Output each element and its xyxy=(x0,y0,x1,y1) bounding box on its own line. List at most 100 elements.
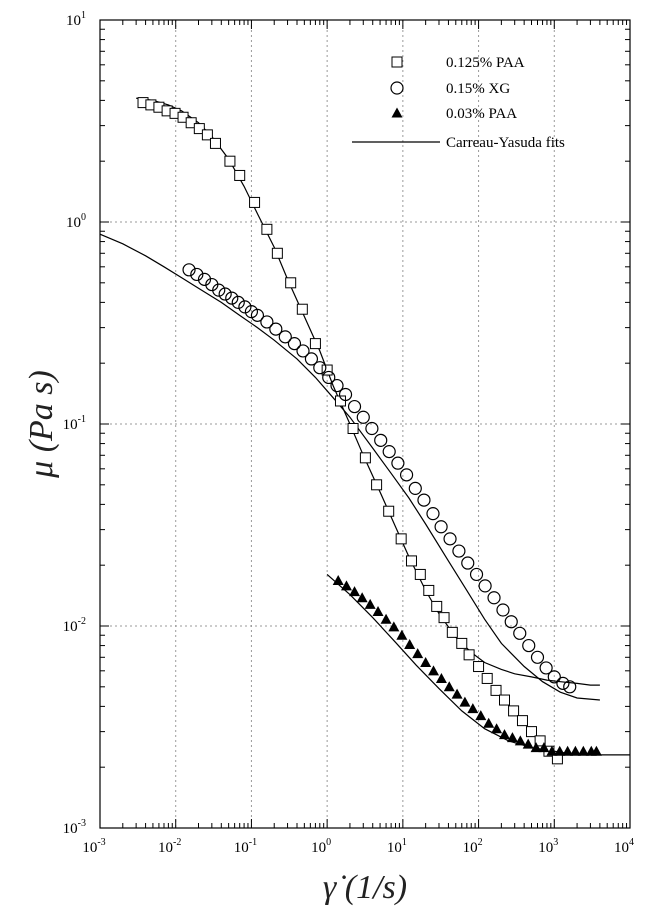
data-point-square xyxy=(481,672,493,684)
x-tick-label: 10-1 xyxy=(234,837,257,856)
y-tick-label: 101 xyxy=(66,10,86,29)
data-point-triangle xyxy=(546,745,558,756)
data-point-triangle xyxy=(590,745,602,756)
data-point-square xyxy=(431,600,443,612)
data-point-square xyxy=(534,735,546,747)
data-point-triangle xyxy=(443,681,455,692)
data-point-square xyxy=(234,169,246,181)
x-tick-label: 103 xyxy=(538,837,558,856)
data-point-triangle xyxy=(483,717,495,728)
y-tick-labels: 10-3 10-2 10-1 100 101 xyxy=(63,10,86,837)
x-tick-label: 104 xyxy=(614,837,634,856)
data-point-triangle xyxy=(530,742,542,753)
legend-label: Carreau-Yasuda fits xyxy=(446,135,565,151)
fit-curves xyxy=(99,97,630,756)
y-tick-label: 10-3 xyxy=(63,818,86,837)
data-point-square xyxy=(193,123,205,135)
data-point-circle xyxy=(452,544,466,558)
data-point-circle xyxy=(563,680,577,694)
y-tick-label: 10-1 xyxy=(63,414,86,433)
data-point-circle xyxy=(250,308,265,322)
data-point-circle xyxy=(338,387,353,402)
data-point-circle xyxy=(504,615,518,629)
data-point-circle xyxy=(287,337,302,351)
data-point-circle xyxy=(496,603,510,617)
data-point-triangle xyxy=(435,672,447,683)
data-point-square xyxy=(525,726,537,738)
data-point-square xyxy=(296,303,308,315)
data-point-circle xyxy=(469,567,484,582)
data-point-triangle xyxy=(380,613,392,624)
legend: 0.125% PAA 0.15% XG 0.03% PAA Carreau-Yasud… xyxy=(352,55,565,151)
data-point-circle xyxy=(522,638,536,653)
y-tick-label: 100 xyxy=(66,212,86,231)
data-point-triangle xyxy=(506,732,518,743)
legend-label: 0.15% XG xyxy=(446,81,510,97)
data-point-circle xyxy=(182,263,196,277)
data-point-triangle xyxy=(475,710,487,721)
data-point-square xyxy=(498,694,510,706)
data-point-square xyxy=(490,684,502,696)
fit-curve xyxy=(136,97,600,686)
data-point-triangle xyxy=(467,703,479,714)
data-point-triangle xyxy=(396,629,408,640)
data-point-triangle xyxy=(522,738,534,749)
data-point-square xyxy=(423,584,435,596)
data-point-square xyxy=(383,505,395,517)
data-point-triangle xyxy=(554,745,566,756)
legend-label: 0.125% PAA xyxy=(446,55,525,71)
data-point-circle xyxy=(330,378,344,393)
data-point-square xyxy=(446,626,458,638)
legend-marker xyxy=(391,107,403,118)
data-point-square xyxy=(463,649,475,661)
x-tick-label: 101 xyxy=(387,837,407,856)
legend-marker xyxy=(391,56,403,68)
data-point-circle xyxy=(399,468,414,482)
legend-marker xyxy=(390,81,404,95)
data-point-circle xyxy=(539,661,553,675)
data-point-circle xyxy=(443,532,457,546)
data-point-triangle xyxy=(404,638,416,649)
data-point-square xyxy=(359,452,371,464)
data-point-circle xyxy=(347,399,362,414)
data-point-circle xyxy=(417,493,431,507)
y-axis-title: μ (Pa s) xyxy=(23,370,60,479)
data-point-square xyxy=(285,277,297,289)
data-point-circle xyxy=(374,433,388,447)
fit-curve xyxy=(99,233,600,701)
data-point-square xyxy=(224,155,236,167)
data-point-circle xyxy=(260,315,274,329)
data-point-circle xyxy=(426,507,440,521)
data-point-circle xyxy=(461,556,475,570)
x-tick-labels: 10-3 10-2 10-1 100 101 102 103 104 xyxy=(82,837,634,856)
data-point-circle xyxy=(434,520,448,534)
data-point-triangle xyxy=(491,723,503,734)
x-tick-label: 10-2 xyxy=(158,837,181,856)
data-point-square xyxy=(321,364,333,376)
x-tick-label: 10-3 xyxy=(82,837,105,856)
x-tick-label: 102 xyxy=(463,837,483,856)
data-point-square xyxy=(473,661,485,673)
data-point-square xyxy=(271,247,283,259)
data-point-square xyxy=(508,705,520,717)
data-point-circle xyxy=(391,456,405,470)
data-point-circle xyxy=(530,650,545,664)
data-point-circle xyxy=(190,267,204,282)
data-point-triangle xyxy=(538,742,550,753)
data-point-triangle xyxy=(577,745,589,756)
data-point-square xyxy=(414,568,426,580)
data-point-triangle xyxy=(388,621,400,632)
data-point-circle xyxy=(365,421,379,436)
data-point-square xyxy=(405,555,417,567)
data-point-circle xyxy=(487,591,501,605)
data-point-circle xyxy=(513,626,527,640)
data-point-square xyxy=(249,196,261,208)
data-point-square xyxy=(209,137,221,149)
data-point-circle xyxy=(269,322,283,336)
data-point-triangle xyxy=(562,745,574,756)
data-point-circle xyxy=(478,579,492,593)
data-point-circle xyxy=(225,291,239,305)
data-point-triangle xyxy=(340,580,352,591)
data-point-circle xyxy=(197,272,212,286)
